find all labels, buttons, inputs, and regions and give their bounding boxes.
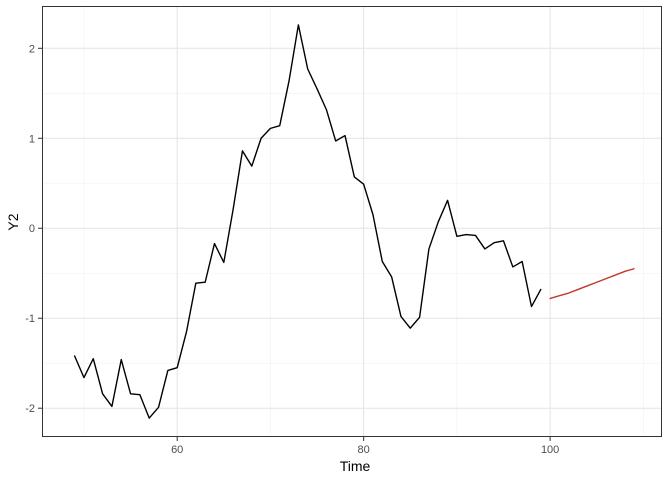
- y-tick-label: -2: [25, 403, 35, 415]
- y-tick-label: -1: [25, 313, 35, 325]
- y-tick-label: 2: [29, 43, 35, 55]
- forecast-series-line: [549, 268, 635, 300]
- observed-series-line: [73, 24, 542, 419]
- series-layer: [73, 24, 635, 419]
- x-tick-label: 60: [171, 444, 183, 456]
- plot-background: [42, 6, 662, 437]
- y-tick-label: 1: [29, 133, 35, 145]
- x-tick-label: 100: [541, 444, 559, 456]
- x-tick-label: 80: [358, 444, 370, 456]
- x-axis-title: Time: [340, 458, 371, 474]
- y-tick-label: 0: [29, 223, 35, 235]
- plot-border: [42, 6, 662, 437]
- x-axis-ticks: 60 80 100: [171, 437, 559, 456]
- y-axis-ticks: -2 -1 0 1 2: [25, 43, 42, 415]
- y-axis-title: Y2: [5, 213, 21, 230]
- minor-grid: [42, 6, 662, 437]
